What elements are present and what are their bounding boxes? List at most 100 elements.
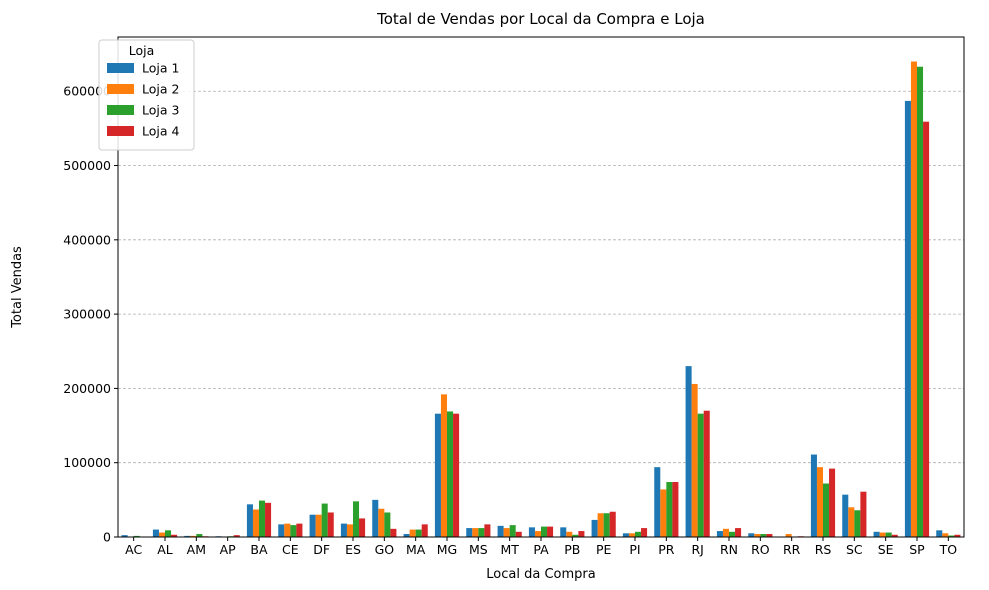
bar-loja-2-sc [848, 507, 855, 537]
legend-label: Loja 2 [142, 82, 179, 97]
bar-loja-2-rr [785, 534, 792, 537]
x-tick-label: PE [596, 542, 612, 557]
x-tick-label: PI [629, 542, 640, 557]
bar-loja-1-pr [654, 467, 661, 537]
y-tick-label: 400000 [63, 232, 111, 247]
bar-loja-4-pa [547, 526, 554, 537]
x-tick-label: AL [157, 542, 173, 557]
bar-loja-2-rn [722, 528, 729, 537]
x-tick-label: AM [187, 542, 206, 557]
bar-loja-4-pb [578, 531, 585, 537]
legend-title: Loja [129, 43, 155, 58]
bar-loja-1-pi [622, 533, 629, 537]
bar-loja-4-ce [296, 523, 303, 537]
bar-loja-1-df [309, 514, 316, 537]
bar-loja-2-go [378, 508, 385, 537]
bar-loja-4-to [954, 534, 961, 537]
y-tick-label: 200000 [63, 381, 111, 396]
bar-loja-4-mg [453, 413, 460, 537]
bar-loja-4-mt [515, 531, 522, 537]
bar-loja-1-ro [748, 533, 755, 537]
bar-loja-2-pb [566, 531, 573, 537]
bar-loja-1-pb [560, 527, 567, 537]
legend-items: Loja 1 Loja 2 Loja 3 Loja 4 [107, 61, 179, 139]
bar-loja-1-ac [121, 535, 128, 537]
legend-swatch [107, 63, 134, 73]
legend-label: Loja 4 [142, 124, 179, 139]
bar-loja-3-df [321, 503, 328, 537]
bar-loja-3-al [165, 530, 172, 537]
bar-loja-3-rs [823, 483, 830, 537]
bar-loja-2-df [315, 514, 322, 537]
bar-loja-2-ma [409, 529, 416, 537]
bar-loja-3-sc [854, 510, 861, 537]
bar-loja-2-pi [628, 533, 635, 537]
bar-loja-4-ms [484, 524, 491, 537]
legend-swatch [107, 84, 134, 94]
bar-loja-1-rs [810, 454, 817, 537]
bar-loja-2-mt [503, 528, 510, 537]
bar-loja-3-rn [729, 531, 736, 537]
bar-loja-2-ce [284, 523, 291, 537]
bar-loja-2-al [158, 532, 165, 537]
bar-loja-3-ma [415, 529, 422, 537]
bar-loja-2-am [190, 535, 197, 537]
x-tick-label: DF [313, 542, 330, 557]
x-tick-label: SP [909, 542, 925, 557]
legend-swatch [107, 126, 134, 136]
y-tick-label: 0 [103, 530, 111, 545]
bar-loja-4-ro [766, 534, 773, 537]
legend: Loja Loja 1 Loja 2 Loja 3 Loja 4 [98, 39, 195, 151]
bar-loja-4-sp [923, 121, 930, 537]
bar-loja-3-ac [133, 535, 140, 537]
x-tick-label: AC [125, 542, 142, 557]
x-tick-label: PB [564, 542, 580, 557]
bar-loja-2-rj [691, 383, 698, 537]
bar-loja-2-pr [660, 489, 667, 537]
bar-loja-3-rj [697, 413, 704, 537]
x-tick-label: GO [375, 542, 395, 557]
bar-loja-1-ce [278, 524, 285, 537]
bar-loja-4-rs [829, 468, 836, 537]
x-tick-label: RR [783, 542, 801, 557]
grid-lines [118, 90, 964, 464]
bar-loja-4-pe [609, 511, 616, 537]
bar-loja-2-es [346, 524, 353, 537]
bar-loja-4-ma [421, 524, 428, 537]
bar-loja-1-es [340, 523, 347, 537]
bar-loja-3-sp [917, 66, 924, 537]
bar-loja-4-ap [233, 535, 240, 537]
x-tick-label: RJ [691, 542, 703, 557]
bar-loja-2-mg [440, 394, 447, 537]
bar-loja-1-se [873, 531, 880, 537]
bar-loja-3-to [948, 535, 955, 537]
x-tick-label: MS [469, 542, 488, 557]
bar-loja-3-ba [259, 500, 266, 537]
bar-loja-4-rn [735, 528, 742, 537]
bar-loja-4-rj [703, 410, 710, 537]
y-axis-label: Total Vendas [10, 246, 25, 329]
bar-loja-3-ro [760, 534, 767, 537]
bar-loja-4-se [891, 534, 898, 537]
bar-loja-1-ba [246, 504, 253, 537]
bar-loja-2-sp [910, 61, 917, 537]
bar-loja-1-go [372, 499, 379, 537]
x-tick-label: MT [500, 542, 519, 557]
bar-loja-2-to [942, 533, 949, 537]
bar-loja-4-ba [265, 502, 272, 537]
chart-title: Total de Vendas por Local da Compra e Lo… [376, 10, 705, 28]
bar-loja-4-go [390, 528, 397, 537]
x-tick-label: MA [406, 542, 426, 557]
bar-loja-3-mg [447, 411, 454, 537]
y-tick-label: 300000 [63, 307, 111, 322]
bar-loja-3-ce [290, 525, 297, 537]
bar-loja-3-pe [603, 513, 610, 537]
bar-loja-1-al [152, 529, 159, 537]
x-tick-label: ES [345, 542, 361, 557]
bar-loja-1-ma [403, 534, 410, 537]
bar-loja-3-pi [635, 531, 642, 537]
bar-loja-4-pr [672, 482, 679, 537]
